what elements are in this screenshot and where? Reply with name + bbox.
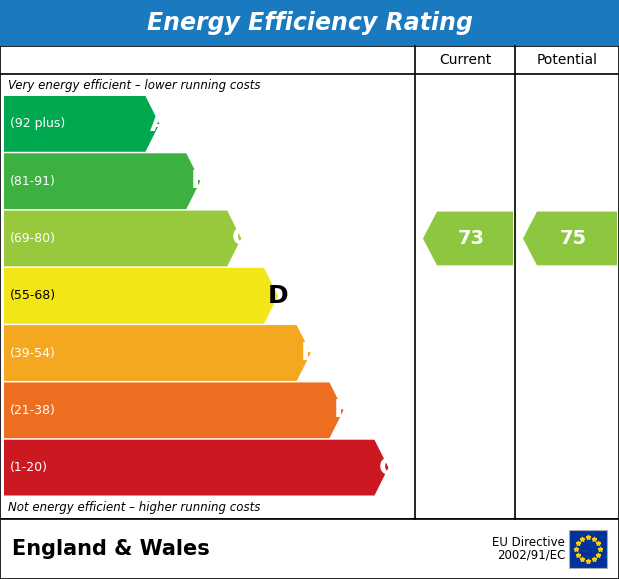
Text: Energy Efficiency Rating: Energy Efficiency Rating [147,11,472,35]
Text: 2002/91/EC: 2002/91/EC [496,548,565,562]
Bar [0,46,619,519]
Text: F: F [334,398,351,422]
Text: (21-38): (21-38) [10,404,56,417]
Text: England & Wales: England & Wales [12,539,210,559]
Text: A: A [150,112,169,136]
Text: E: E [301,341,318,365]
Text: 73: 73 [458,229,485,248]
Text: 75: 75 [560,229,587,248]
Text: B: B [191,169,209,193]
Text: Current: Current [439,53,491,67]
Polygon shape [4,325,311,381]
Bar [0,0,619,46]
Text: G: G [379,456,399,479]
Text: Not energy efficient – higher running costs: Not energy efficient – higher running co… [8,501,261,515]
Text: Very energy efficient – lower running costs: Very energy efficient – lower running co… [8,79,261,91]
Text: (55-68): (55-68) [10,290,56,302]
Polygon shape [4,211,241,266]
Text: (39-54): (39-54) [10,347,56,360]
Text: (92 plus): (92 plus) [10,118,65,130]
Bar [0,519,619,579]
Text: (1-20): (1-20) [10,461,48,474]
Polygon shape [4,153,201,209]
Text: Potential: Potential [537,53,597,67]
Polygon shape [4,268,278,324]
Text: C: C [232,226,250,251]
Polygon shape [4,439,389,496]
Text: D: D [268,284,289,308]
Polygon shape [523,211,617,265]
Text: (81-91): (81-91) [10,175,56,188]
Polygon shape [4,96,160,152]
Polygon shape [4,382,344,438]
Text: EU Directive: EU Directive [492,537,565,549]
Text: (69-80): (69-80) [10,232,56,245]
Bar [569,530,607,568]
Polygon shape [423,211,513,265]
